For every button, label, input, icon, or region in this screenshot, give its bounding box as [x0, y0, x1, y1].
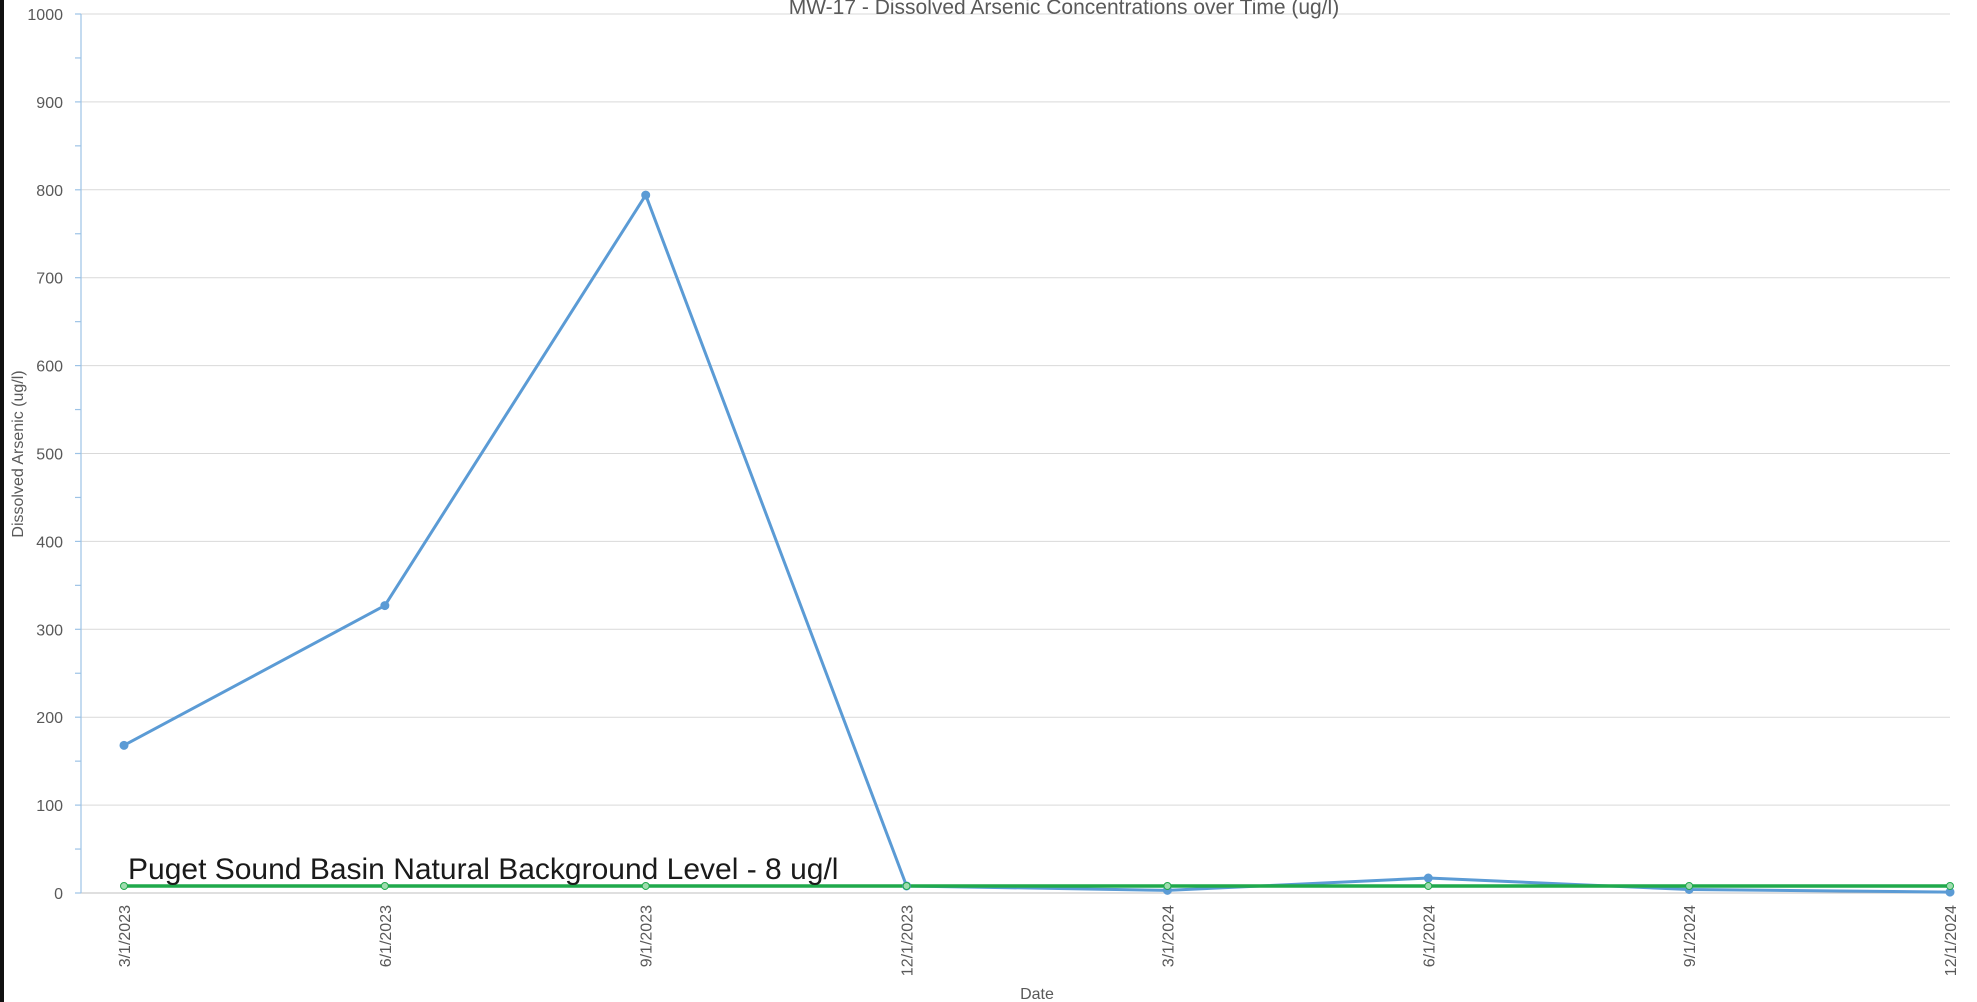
gridlines	[81, 13, 1950, 806]
series-2-point	[902, 881, 911, 890]
y-tick-label: 900	[36, 95, 63, 112]
x-tick-label: 12/1/2024	[1943, 905, 1960, 976]
x-axis-title: Date	[1020, 986, 1054, 1002]
x-tick-label: 9/1/2024	[1682, 905, 1699, 967]
x-tick-label: 9/1/2023	[639, 905, 656, 967]
x-tick-label: 3/1/2023	[117, 905, 134, 967]
series-2-point	[1685, 881, 1694, 890]
series-1-point	[380, 601, 390, 611]
axes	[75, 13, 1950, 894]
series-1-point	[119, 740, 129, 750]
y-tick-labels: 0 100 200 300 400 500 600 700 800 900 1000	[27, 7, 63, 903]
y-tick-label: 200	[36, 710, 63, 727]
x-tick-label: 6/1/2024	[1421, 905, 1438, 967]
y-tick-label: 800	[36, 183, 63, 200]
series-2-point	[1163, 881, 1172, 890]
y-tick-label: 400	[36, 534, 63, 551]
y-tick-label: 100	[36, 798, 63, 815]
series-2-point	[641, 881, 650, 890]
x-tick-label: 3/1/2024	[1160, 905, 1177, 967]
y-tick-label: 500	[36, 447, 63, 464]
series-1-point	[641, 190, 651, 200]
series-2-point	[380, 881, 389, 890]
x-tick-label: 6/1/2023	[378, 905, 395, 967]
series-points	[119, 190, 1955, 897]
x-tick-label: 12/1/2023	[900, 905, 917, 976]
x-tick-labels: 3/1/2023 6/1/2023 9/1/2023 12/1/2023 3/1/202…	[117, 905, 1960, 976]
background-level-annotation: Puget Sound Basin Natural Background Lev…	[128, 853, 838, 886]
y-tick-label: 300	[36, 622, 63, 639]
y-tick-label: 1000	[27, 7, 63, 24]
left-border	[0, 0, 4, 1002]
series-lines	[123, 193, 1951, 894]
y-tick-label: 700	[36, 271, 63, 288]
series-1-point	[1423, 873, 1433, 883]
series-2-point	[120, 881, 128, 890]
y-tick-label: 600	[36, 359, 63, 376]
series-2-point	[1946, 881, 1954, 890]
y-tick-label: 0	[54, 886, 63, 903]
y-axis-title: Dissolved Arsenic (ug/l)	[10, 370, 27, 537]
series-2-point	[1424, 881, 1433, 890]
series-line-1	[123, 193, 1951, 894]
chart-title: MW-17 - Dissolved Arsenic Concentrations…	[789, 0, 1339, 19]
